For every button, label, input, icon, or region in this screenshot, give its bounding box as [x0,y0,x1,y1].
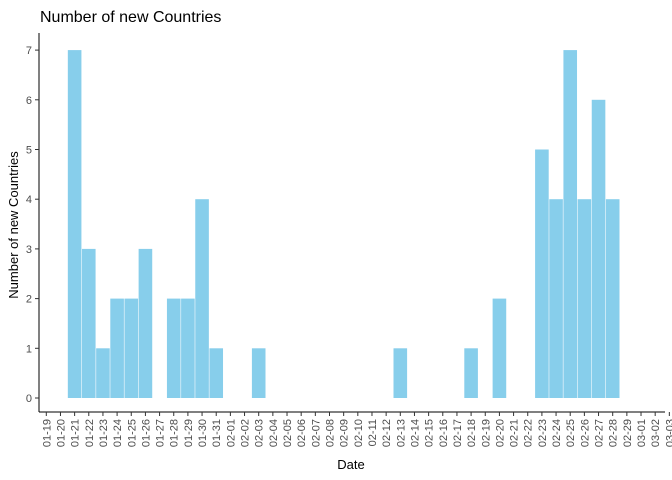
x-tick-label: 02-09 [339,419,351,447]
y-tick-label: 4 [26,194,32,206]
y-tick-label: 6 [26,95,32,107]
bar-02-03 [251,348,266,398]
x-tick-label: 02-18 [466,419,478,447]
x-tick-label: 01-29 [183,419,195,447]
x-tick-label: 02-27 [594,419,606,447]
bar-01-21 [67,50,82,398]
bar-02-27 [591,99,606,399]
bar-02-25 [563,50,578,398]
x-tick-label: 02-14 [409,419,421,447]
chart-title: Number of new Countries [40,9,221,26]
bar-01-31 [209,348,224,398]
bar-01-29 [181,298,195,398]
x-tick-label: 02-22 [523,419,535,447]
bar-01-26 [138,248,153,398]
x-tick-label: 02-17 [452,419,464,447]
x-tick-label: 02-12 [381,419,393,447]
x-tick-label: 02-06 [296,419,308,447]
y-tick-label: 1 [26,343,32,355]
x-tick-label: 03-02 [650,419,662,447]
y-axis-ticks: 0 1 2 3 4 5 6 7 [26,45,39,405]
y-tick-label: 3 [26,244,32,256]
x-axis-ticks: 01-19 01-20 01-21 01-22 01-23 01-24 01-25 01-26… [41,412,672,447]
x-tick-label: 01-23 [98,419,110,447]
x-tick-label: 02-23 [537,419,549,447]
x-tick-label: 02-04 [268,419,280,447]
x-tick-label: 01-27 [155,419,167,447]
x-tick-label: 01-22 [84,419,96,447]
bar-02-28 [605,199,620,398]
x-axis-label: Date [337,457,364,472]
x-tick-label: 02-24 [551,419,563,447]
x-tick-label: 02-25 [565,419,577,447]
x-tick-label: 02-15 [424,419,436,447]
y-axis-label: Number of new Countries [6,151,21,299]
x-tick-label: 01-24 [112,419,124,447]
bar-01-25 [124,298,139,398]
x-tick-label: 02-16 [438,419,450,447]
bar-02-23 [535,149,549,398]
x-tick-label: 02-10 [353,419,365,447]
x-tick-label: 02-01 [225,419,237,447]
x-tick-label: 02-03 [254,419,266,447]
x-tick-label: 01-20 [55,419,67,447]
y-tick-label: 5 [26,145,32,157]
x-tick-label: 02-11 [367,419,379,446]
x-tick-label: 02-19 [480,419,492,447]
x-tick-label: 02-20 [494,419,506,447]
plot-area [67,50,620,399]
x-tick-label: 01-26 [140,419,152,447]
y-tick-label: 7 [26,45,32,57]
bar-01-24 [110,298,124,398]
bar-01-28 [166,298,181,398]
x-tick-label: 02-26 [579,419,591,447]
x-tick-label: 02-07 [310,419,322,447]
x-tick-label: 01-25 [126,419,138,447]
x-tick-label: 03-01 [636,419,648,447]
bar-02-20 [492,298,507,398]
x-tick-label: 03-03 [664,419,672,447]
x-tick-label: 02-02 [240,419,252,447]
x-tick-label: 02-08 [325,419,337,447]
bar-02-24 [549,199,563,398]
x-tick-label: 02-13 [395,419,407,447]
x-tick-label: 01-30 [197,419,209,447]
x-tick-label: 01-31 [211,419,223,447]
x-tick-label: 01-21 [70,419,82,447]
y-tick-label: 2 [26,294,32,306]
x-tick-label: 02-29 [622,419,634,447]
x-tick-label: 02-21 [509,419,521,447]
x-tick-label: 02-05 [282,419,294,447]
bar-01-30 [195,199,209,398]
bar-01-23 [96,348,110,398]
y-tick-label: 0 [26,393,32,405]
x-tick-label: 01-28 [169,419,181,447]
x-tick-label: 01-19 [41,419,53,447]
x-tick-label: 02-28 [608,419,620,447]
bar-02-18 [464,348,478,398]
bar-02-26 [577,199,592,398]
bar-02-13 [393,348,408,398]
bar-01-22 [81,248,96,398]
